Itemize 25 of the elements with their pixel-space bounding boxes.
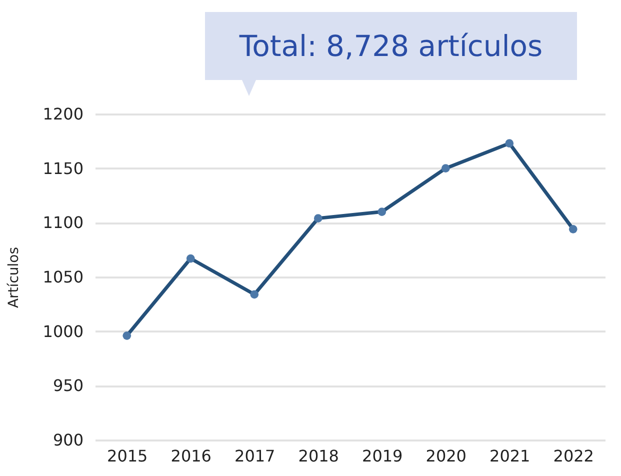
y-tick-label: 1050 <box>42 268 84 286</box>
y-tick-label: 900 <box>52 430 84 450</box>
point <box>250 290 259 299</box>
point <box>441 164 450 173</box>
y-tick-label: 950 <box>52 376 84 396</box>
y-tick-label: 1000 <box>42 322 84 341</box>
point <box>186 254 195 263</box>
x-tick-label: 2020 <box>426 446 466 466</box>
y-tick-label: 1150 <box>42 158 84 178</box>
x-tick-label: 2019 <box>362 446 403 466</box>
y-axis-title: Artículos <box>6 246 22 308</box>
x-tick-label: 2017 <box>234 446 276 466</box>
x-tick-label: 2016 <box>170 446 212 466</box>
x-tick-label: 2015 <box>107 446 148 466</box>
x-tick-label: 2021 <box>490 446 530 466</box>
x-tick-label: 2022 <box>553 446 594 466</box>
point <box>122 332 132 340</box>
chart-title: Total: 8,728 artículos <box>205 12 577 80</box>
point <box>505 139 514 148</box>
y-tick-label: 1100 <box>42 213 84 232</box>
x-tick-label: 2018 <box>298 446 339 466</box>
y-tick-label: 1200 <box>42 104 84 124</box>
point <box>378 208 386 216</box>
point <box>568 225 578 234</box>
point <box>314 214 322 222</box>
